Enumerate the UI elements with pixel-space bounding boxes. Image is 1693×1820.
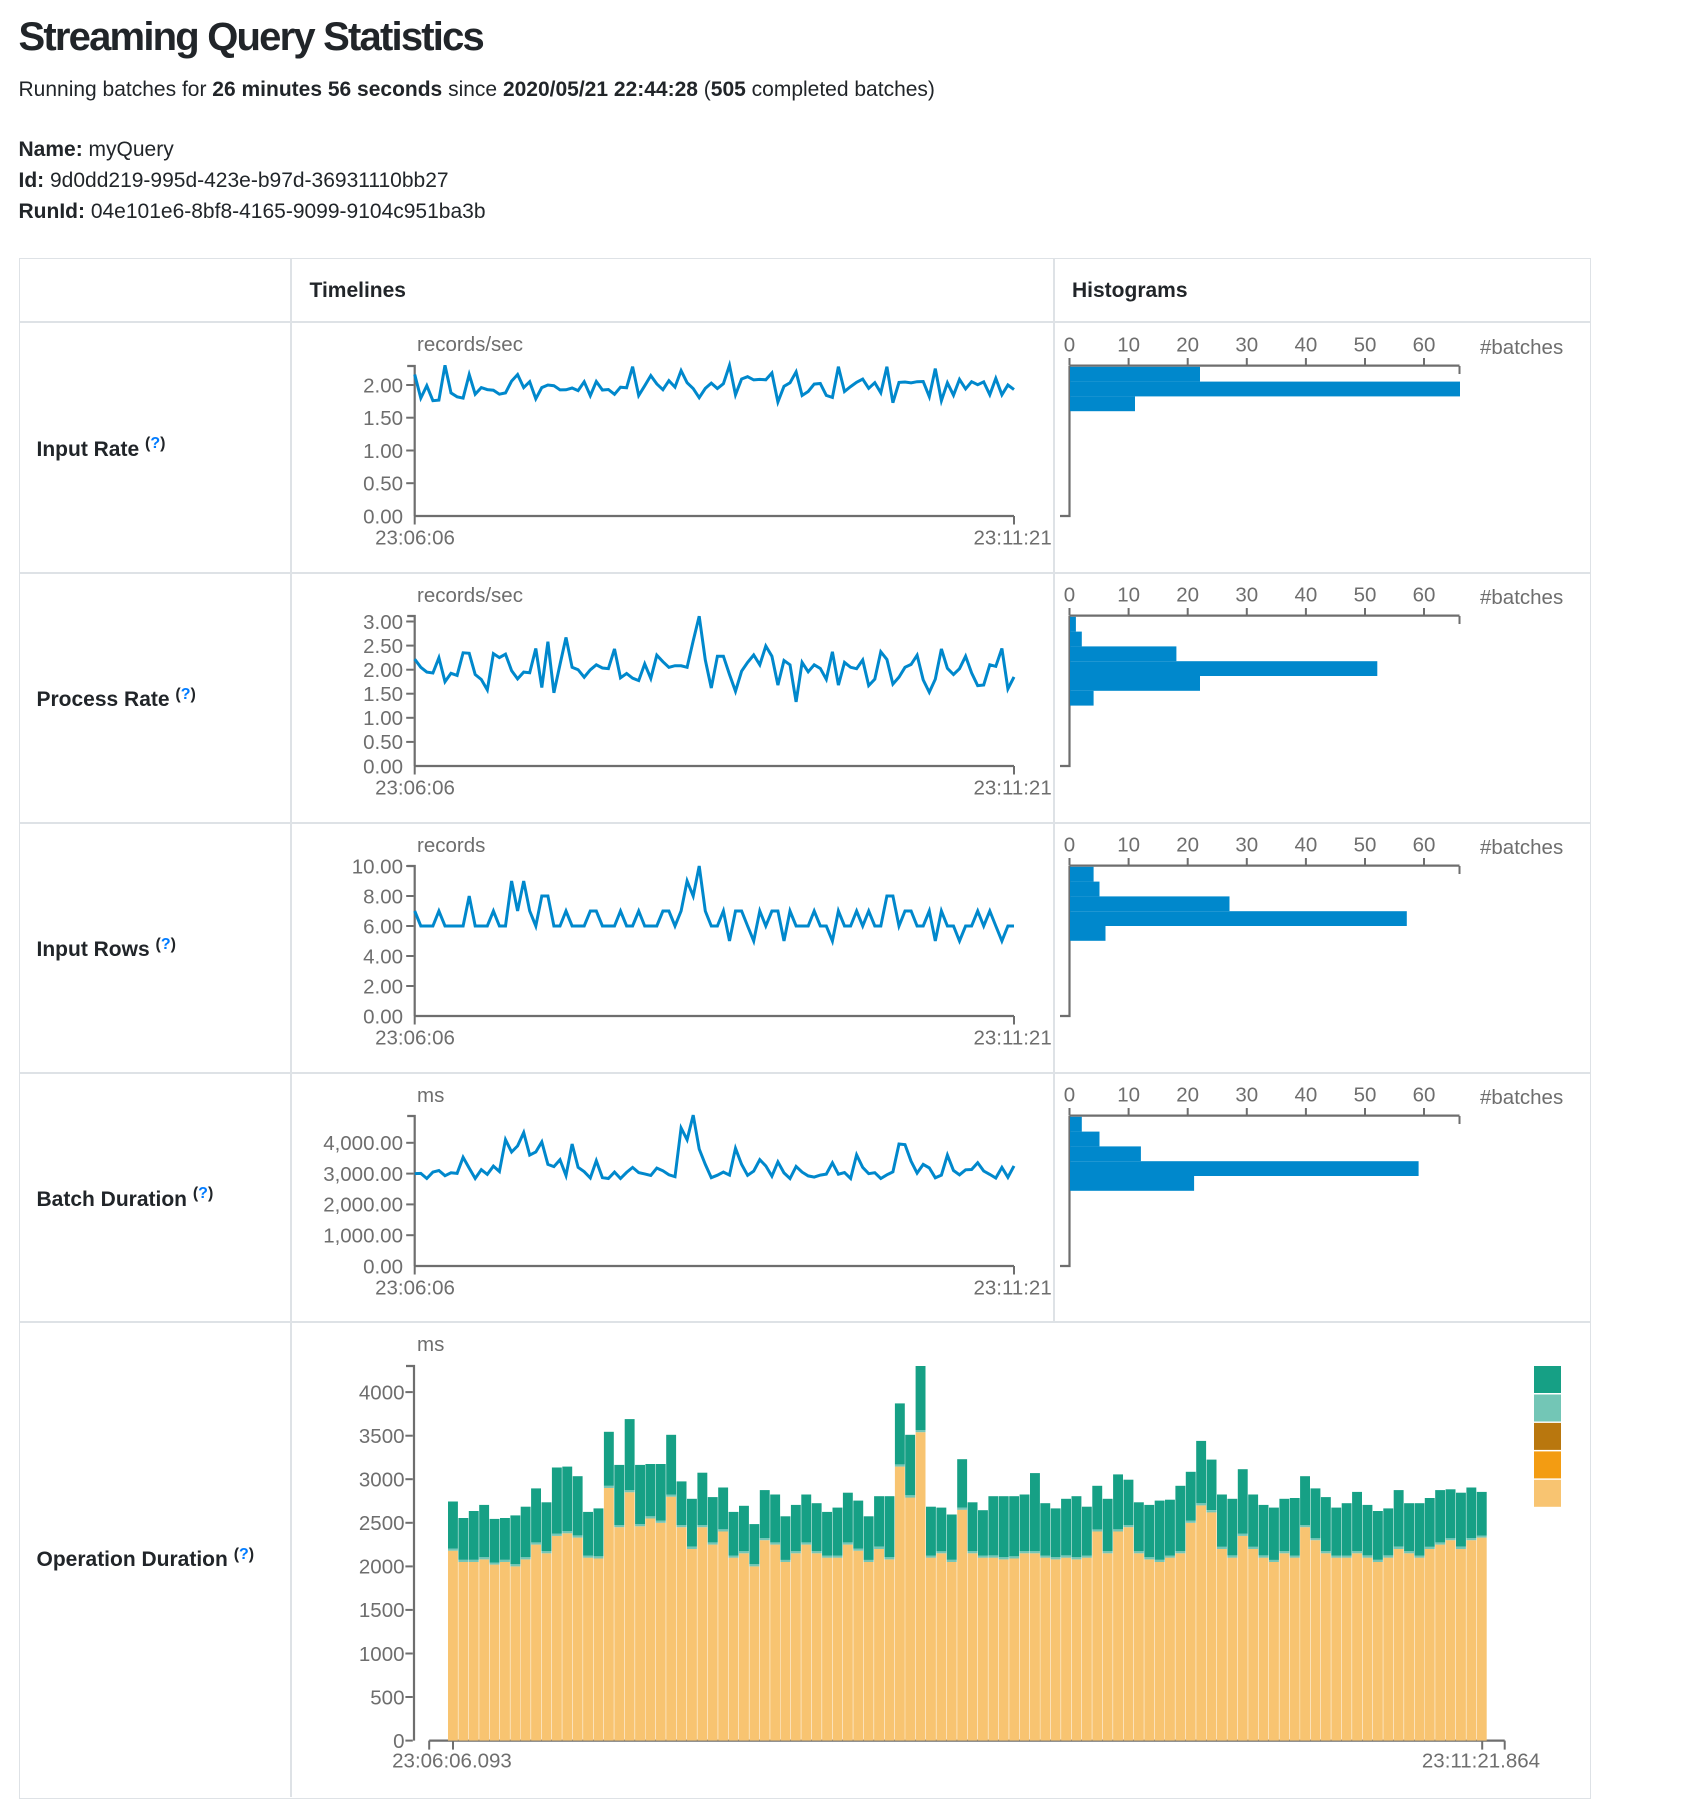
svg-text:records/sec: records/sec — [417, 584, 523, 607]
svg-text:50: 50 — [1354, 584, 1377, 607]
svg-text:records: records — [417, 834, 485, 857]
svg-text:23:11:21.864: 23:11:21.864 — [1422, 1750, 1540, 1773]
svg-text:50: 50 — [1354, 1084, 1377, 1107]
svg-text:40: 40 — [1294, 834, 1317, 857]
svg-text:#batches: #batches — [1480, 336, 1563, 359]
svg-text:60: 60 — [1413, 1084, 1436, 1107]
svg-text:3.00: 3.00 — [363, 611, 403, 634]
svg-text:ms: ms — [417, 1333, 444, 1356]
svg-text:0.50: 0.50 — [363, 473, 403, 496]
svg-text:3,000.00: 3,000.00 — [323, 1163, 403, 1186]
svg-text:30: 30 — [1235, 584, 1258, 607]
svg-text:2.00: 2.00 — [363, 975, 403, 998]
svg-text:0: 0 — [393, 1730, 404, 1753]
svg-text:23:11:21: 23:11:21 — [973, 777, 1051, 800]
svg-text:50: 50 — [1354, 334, 1377, 357]
svg-text:60: 60 — [1413, 334, 1436, 357]
svg-text:23:06:06: 23:06:06 — [375, 1027, 455, 1050]
svg-text:0: 0 — [1064, 584, 1075, 607]
svg-text:23:11:21: 23:11:21 — [973, 1277, 1051, 1300]
svg-text:10: 10 — [1117, 834, 1140, 857]
svg-text:4.00: 4.00 — [363, 945, 403, 968]
svg-text:#batches: #batches — [1480, 836, 1563, 859]
svg-text:#batches: #batches — [1480, 1086, 1563, 1109]
svg-text:23:06:06: 23:06:06 — [375, 527, 455, 550]
svg-text:40: 40 — [1294, 584, 1317, 607]
svg-text:0.00: 0.00 — [363, 505, 403, 528]
svg-text:10: 10 — [1117, 334, 1140, 357]
svg-text:1.50: 1.50 — [363, 683, 403, 706]
svg-text:8.00: 8.00 — [363, 885, 403, 908]
svg-text:30: 30 — [1235, 834, 1258, 857]
svg-text:0: 0 — [1064, 834, 1075, 857]
svg-text:2.00: 2.00 — [363, 659, 403, 682]
svg-text:23:06:06.093: 23:06:06.093 — [392, 1750, 512, 1773]
svg-text:30: 30 — [1235, 1084, 1258, 1107]
svg-text:0.00: 0.00 — [363, 1255, 403, 1278]
svg-text:records/sec: records/sec — [417, 333, 523, 356]
svg-text:1.50: 1.50 — [363, 407, 403, 430]
svg-text:2500: 2500 — [359, 1512, 405, 1535]
svg-text:23:11:21: 23:11:21 — [973, 1027, 1051, 1050]
svg-text:50: 50 — [1354, 834, 1377, 857]
svg-text:23:06:06: 23:06:06 — [375, 1277, 455, 1300]
svg-text:500: 500 — [370, 1686, 404, 1709]
svg-text:2000: 2000 — [359, 1556, 405, 1579]
svg-text:2.00: 2.00 — [363, 374, 403, 397]
svg-text:1500: 1500 — [359, 1599, 405, 1622]
svg-text:60: 60 — [1413, 834, 1436, 857]
svg-text:6.00: 6.00 — [363, 915, 403, 938]
svg-text:ms: ms — [417, 1084, 444, 1107]
svg-text:10.00: 10.00 — [352, 855, 403, 878]
svg-text:10: 10 — [1117, 1084, 1140, 1107]
svg-text:1,000.00: 1,000.00 — [323, 1225, 403, 1248]
svg-text:4,000.00: 4,000.00 — [323, 1132, 403, 1155]
svg-text:10: 10 — [1117, 584, 1140, 607]
svg-text:40: 40 — [1294, 1084, 1317, 1107]
svg-text:20: 20 — [1176, 1084, 1199, 1107]
svg-text:4000: 4000 — [359, 1381, 405, 1404]
svg-text:2.50: 2.50 — [363, 635, 403, 658]
svg-text:1.00: 1.00 — [363, 707, 403, 730]
svg-text:23:06:06: 23:06:06 — [375, 777, 455, 800]
svg-text:60: 60 — [1413, 584, 1436, 607]
svg-text:0.00: 0.00 — [363, 755, 403, 778]
svg-text:0.00: 0.00 — [363, 1005, 403, 1028]
svg-text:1000: 1000 — [359, 1643, 405, 1666]
svg-text:2,000.00: 2,000.00 — [323, 1194, 403, 1217]
svg-text:0.50: 0.50 — [363, 731, 403, 754]
svg-text:0: 0 — [1064, 334, 1075, 357]
svg-text:3000: 3000 — [359, 1469, 405, 1492]
svg-text:23:11:21: 23:11:21 — [973, 527, 1051, 550]
svg-text:1.00: 1.00 — [363, 440, 403, 463]
svg-text:0: 0 — [1064, 1084, 1075, 1107]
svg-text:#batches: #batches — [1480, 586, 1563, 609]
svg-text:40: 40 — [1294, 334, 1317, 357]
svg-text:3500: 3500 — [359, 1425, 405, 1448]
svg-text:20: 20 — [1176, 334, 1199, 357]
svg-text:20: 20 — [1176, 584, 1199, 607]
svg-text:20: 20 — [1176, 834, 1199, 857]
svg-text:30: 30 — [1235, 334, 1258, 357]
